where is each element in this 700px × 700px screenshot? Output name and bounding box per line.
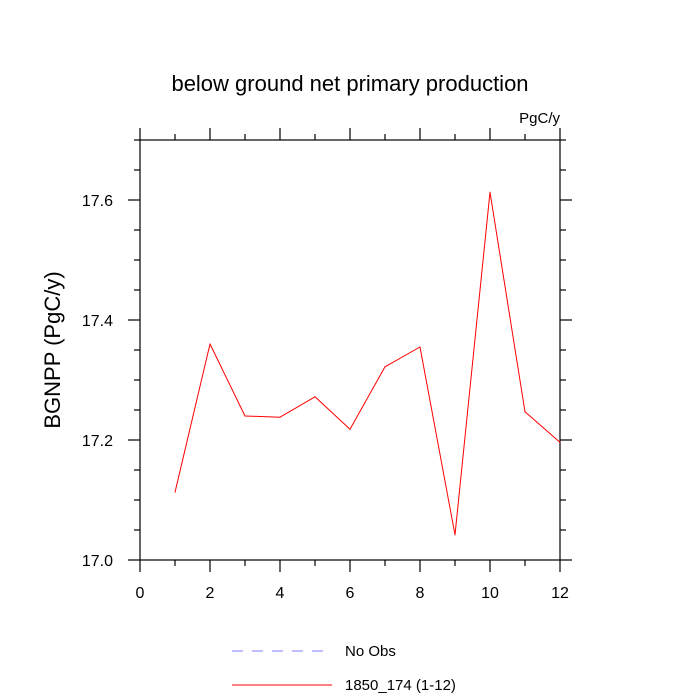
y-tick-label: 17.0 [82,553,113,570]
axis-ticks [128,128,572,572]
series-line-segment [384,346,421,368]
series-line-segment [209,343,246,417]
series-group [174,191,561,536]
units-label: PgC/y [519,110,560,127]
series-line-segment [454,191,491,536]
x-tick-label: 4 [276,585,285,602]
series-line-segment [419,346,456,536]
x-tick-label: 8 [416,585,425,602]
series-line-segment [244,415,281,418]
x-tick-label: 0 [136,585,145,602]
legend-label-series: 1850_174 (1-12) [345,677,456,694]
x-tick-label: 10 [481,585,499,602]
legend: No Obs 1850_174 (1-12) [232,643,456,694]
y-axis-label: BGNPP (PgC/y) [40,271,65,428]
y-tick-label: 17.4 [82,313,113,330]
plot-frame [139,139,561,561]
series-line-segment [314,396,351,430]
y-tick-label: 17.2 [82,433,113,450]
y-tick-labels: 17.0 17.2 17.4 17.6 [82,193,113,570]
chart-title: below ground net primary production [171,71,528,96]
legend-label-no-obs: No Obs [345,643,396,660]
x-tick-label: 6 [346,585,355,602]
series-line-segment [524,411,561,443]
series-line-segment [489,191,526,413]
series-line-segment [279,396,316,418]
y-tick-label: 17.6 [82,193,113,210]
series-line-segment [349,366,386,430]
x-tick-label: 2 [206,585,215,602]
x-tick-labels: 0 2 4 6 8 10 12 [136,585,569,602]
x-tick-label: 12 [551,585,569,602]
series-line-segment [174,343,211,493]
